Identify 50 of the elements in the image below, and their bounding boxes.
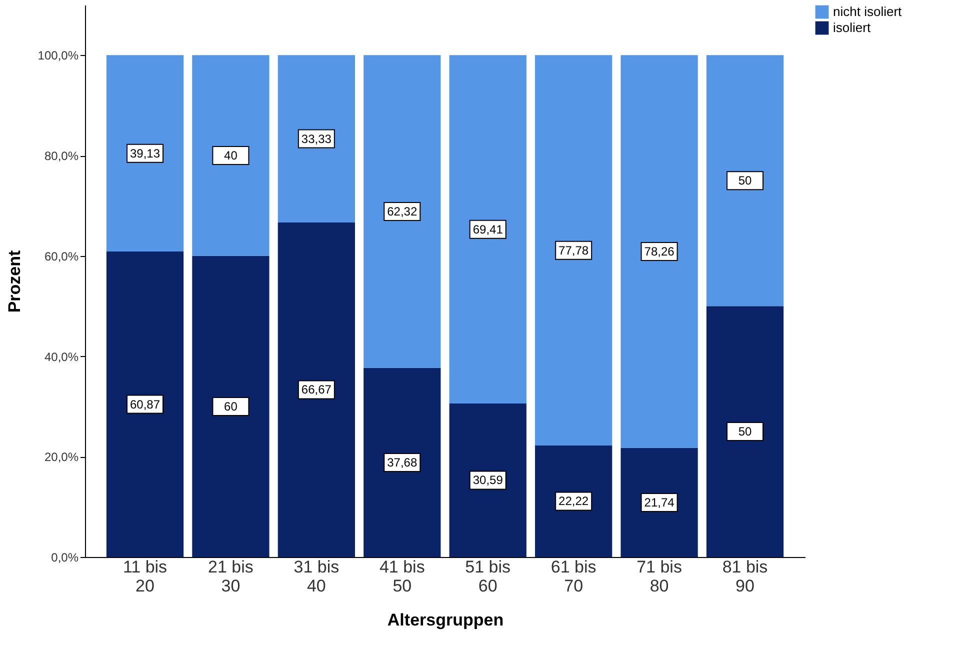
data-label: 21,74: [644, 495, 675, 510]
bar: [364, 55, 441, 368]
bar: [535, 55, 612, 446]
data-label: 66,67: [301, 382, 332, 397]
bar: [535, 445, 612, 557]
bar: [106, 55, 184, 252]
data-label: 22,22: [558, 494, 589, 508]
bar: [706, 55, 784, 306]
bar: [192, 256, 270, 557]
data-label: 77,78: [558, 243, 589, 258]
x-tick-label: 41 bis 50: [379, 558, 425, 596]
x-tick-label: 71 bis 80: [636, 558, 682, 596]
bar: [620, 55, 698, 448]
data-label: 50: [738, 424, 752, 439]
data-label: 39,13: [130, 146, 160, 160]
data-label: 62,32: [387, 204, 418, 219]
data-label: 69,41: [472, 222, 504, 236]
data-label: 33,33: [301, 132, 332, 146]
y-tick-label: 100,0%: [38, 48, 79, 63]
data-label: 30,59: [472, 473, 504, 488]
bar: [449, 55, 526, 404]
x-axis-title: Altersgruppen: [387, 610, 504, 630]
y-tick-label: 40,0%: [44, 350, 79, 364]
bar: [449, 403, 526, 557]
data-label: 37,68: [387, 455, 418, 470]
legend-label: nicht isoliert: [833, 4, 902, 19]
x-tick-label: 31 bis 40: [294, 558, 340, 596]
x-tick-label: 11 bis 20: [122, 558, 168, 596]
x-tick-label: 21 bis 30: [208, 558, 254, 596]
bar: [364, 368, 441, 557]
y-tick-label: 60,0%: [44, 249, 79, 264]
bar: [192, 55, 270, 256]
x-tick-label: 61 bis 70: [550, 558, 596, 596]
bar: [278, 55, 355, 222]
data-label: 50: [738, 174, 752, 188]
y-tick-label: 20,0%: [44, 450, 79, 464]
y-axis-title: Prozent: [4, 250, 24, 313]
bar: [706, 306, 784, 557]
bar: [278, 222, 355, 557]
y-tick-label: 80,0%: [44, 149, 79, 164]
data-label: 60: [224, 399, 238, 414]
y-tick-label: 0,0%: [51, 550, 79, 564]
bar: [620, 448, 698, 557]
legend-label: isoliert: [833, 20, 871, 35]
data-label: 78,26: [644, 244, 675, 259]
bar: [106, 252, 184, 557]
data-label: 40: [224, 148, 238, 163]
x-tick-label: 51 bis 60: [465, 558, 511, 596]
data-label: 60,87: [130, 397, 160, 412]
x-tick-label: 81 bis 90: [722, 558, 768, 596]
